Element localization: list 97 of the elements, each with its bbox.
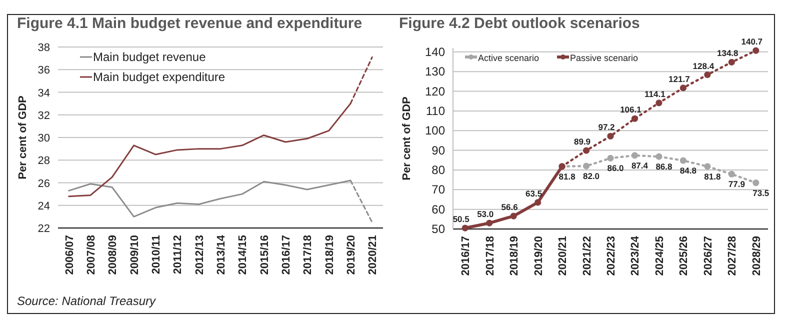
data-label: 121.7: [668, 74, 690, 84]
y-tick-label: 38: [38, 42, 50, 54]
data-label: 56.6: [501, 202, 518, 212]
data-label: 77.9: [728, 179, 746, 190]
y-tick-label: 110: [426, 104, 446, 118]
data-label: 86.8: [656, 162, 673, 172]
data-label: 87.4: [631, 160, 648, 170]
y-tick-label: 32: [38, 110, 50, 122]
point: [486, 220, 493, 226]
point: [582, 147, 590, 154]
data-label: 106.1: [620, 104, 642, 115]
x-tick-label: 2006/07: [64, 235, 76, 275]
data-label: 114.1: [644, 88, 666, 99]
x-tick-label: 2017/18: [484, 236, 496, 276]
y-tick-label: 130: [424, 64, 446, 79]
y-tick-label: 22: [38, 223, 50, 235]
x-tick-label: 2009/10: [128, 235, 141, 275]
point: [534, 199, 542, 206]
point: [607, 132, 614, 140]
x-tick-label: 2024/25: [654, 236, 666, 276]
chart-title: Figure 4.1 Main budget revenue and expenditure: [17, 15, 362, 32]
data-label: 84.8: [680, 166, 697, 176]
point: [462, 224, 468, 232]
y-axis-title: Per cent of GDP: [17, 96, 29, 180]
data-label: 81.8: [704, 171, 721, 182]
x-tick-label: 2016/17: [280, 235, 292, 275]
point: [582, 162, 590, 170]
point: [631, 152, 638, 159]
data-label: 86.0: [607, 163, 624, 174]
y-tick-label: 120: [424, 84, 446, 98]
point: [728, 58, 735, 66]
point: [656, 100, 662, 106]
y-tick-label: 24: [38, 200, 50, 212]
point: [510, 212, 517, 220]
y-tick-label: 26: [38, 178, 50, 190]
data-label: 73.5: [752, 188, 770, 198]
point: [728, 170, 735, 178]
y-tick-label: 34: [38, 87, 50, 100]
point: [752, 179, 760, 186]
x-tick-label: 2023/24: [630, 235, 642, 276]
data-label: 140.7: [741, 36, 763, 47]
data-label: 81.8: [558, 171, 576, 182]
legend-label: Active scenario: [478, 53, 540, 63]
x-tick-label: 2025/26: [678, 236, 690, 276]
x-tick-label: 2019/20: [346, 235, 358, 275]
y-tick-label: 80: [432, 162, 446, 177]
data-label: 134.8: [717, 48, 739, 58]
x-tick-label: 2018/19: [508, 236, 521, 276]
x-tick-label: 2012/13: [194, 235, 206, 275]
x-tick-label: 2022/23: [606, 236, 618, 276]
x-tick-label: 2028/29: [750, 236, 763, 276]
y-tick-label: 90: [432, 143, 446, 158]
y-tick-label: 50: [432, 222, 446, 236]
data-label: 89.9: [574, 136, 591, 146]
x-tick-label: 2021/22: [581, 236, 594, 276]
x-tick-label: 2027/28: [726, 236, 739, 276]
source-note: Source: National Treasury: [17, 294, 157, 308]
data-label: 53.0: [477, 209, 494, 220]
y-tick-label: 30: [38, 132, 50, 144]
point: [607, 154, 614, 162]
legend-label: Main budget expenditure: [93, 70, 226, 84]
point: [704, 71, 711, 78]
point: [752, 47, 760, 54]
x-tick-label: 2018/19: [324, 235, 336, 275]
point: [704, 163, 711, 170]
data-label: 63.5: [526, 188, 542, 198]
y-tick-label: 60: [432, 202, 446, 216]
x-tick-label: 2026/27: [702, 236, 714, 276]
x-tick-label: 2017/18: [302, 235, 314, 275]
point: [680, 157, 686, 164]
data-label: 82.0: [582, 171, 600, 182]
point: [656, 153, 662, 160]
x-tick-label: 2020/21: [557, 236, 570, 276]
y-tick-label: 100: [424, 124, 446, 138]
legend-label: Passive scenario: [570, 53, 638, 63]
x-tick-label: 2008/09: [107, 235, 120, 275]
chart-title: Figure 4.2 Debt outlook scenarios: [399, 15, 640, 32]
data-label: 128.4: [692, 60, 714, 71]
x-tick-label: 2010/11: [150, 235, 162, 274]
x-tick-label: 2013/14: [216, 234, 228, 275]
legend-label: Main budget revenue: [93, 50, 206, 64]
x-tick-label: 2016/17: [460, 236, 472, 276]
y-tick-label: 140: [424, 44, 446, 59]
point: [680, 84, 686, 92]
x-tick-label: 2014/15: [237, 235, 250, 275]
y-tick-label: 36: [38, 64, 50, 77]
x-tick-label: 2007/08: [86, 235, 98, 275]
data-label: 97.2: [598, 122, 616, 132]
x-tick-label: 2020/21: [367, 235, 380, 275]
y-tick-label: 70: [432, 182, 446, 197]
y-axis-title: Per cent of GDP: [401, 96, 413, 180]
data-label: 50.5: [452, 214, 470, 224]
y-tick-label: 28: [38, 155, 50, 168]
x-tick-label: 2019/20: [532, 236, 545, 276]
x-tick-label: 2011/12: [172, 235, 184, 274]
point: [631, 115, 638, 122]
x-tick-label: 2015/16: [258, 235, 271, 275]
